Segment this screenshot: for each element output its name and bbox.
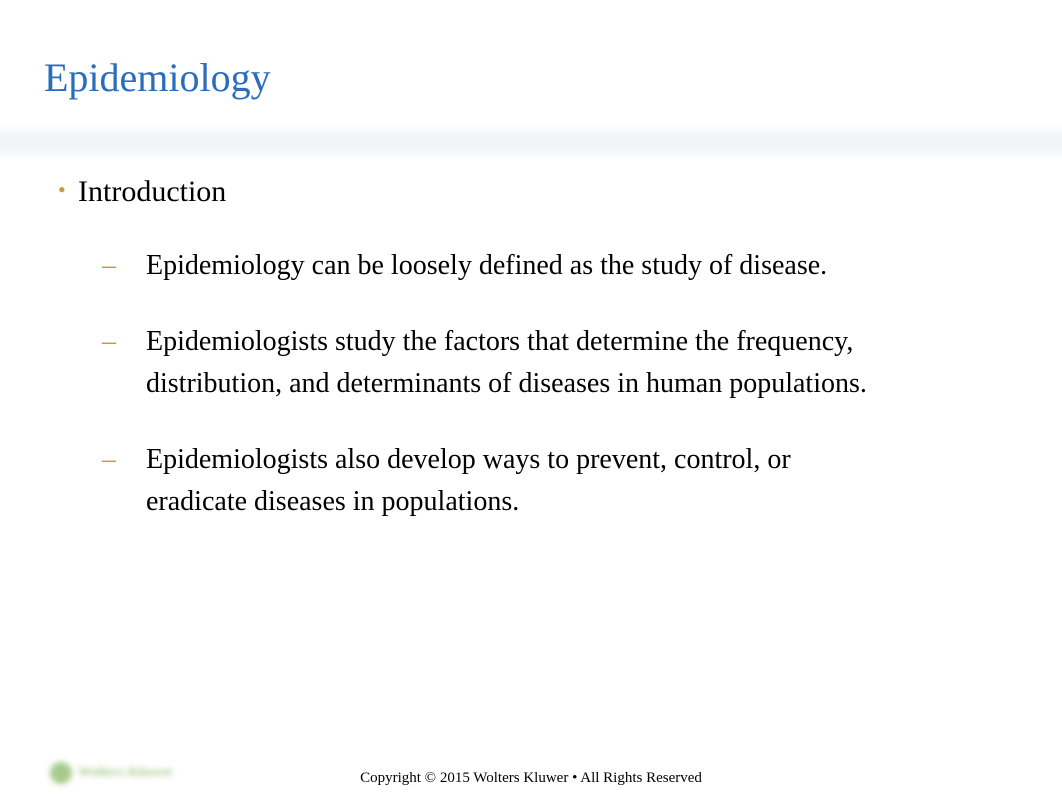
bullet-level1: Introduction [44, 172, 884, 211]
bullet-level2: Epidemiology can be loosely defined as t… [44, 245, 884, 287]
footer-copyright: Copyright © 2015 Wolters Kluwer • All Ri… [0, 770, 1062, 787]
slide-title: Epidemiology [44, 54, 271, 101]
title-divider [0, 122, 1062, 162]
bullet-level2: Epidemiologists also develop ways to pre… [44, 439, 884, 523]
slide-content: Introduction Epidemiology can be loosely… [44, 172, 884, 557]
bullet-level2: Epidemiologists study the factors that d… [44, 321, 884, 405]
